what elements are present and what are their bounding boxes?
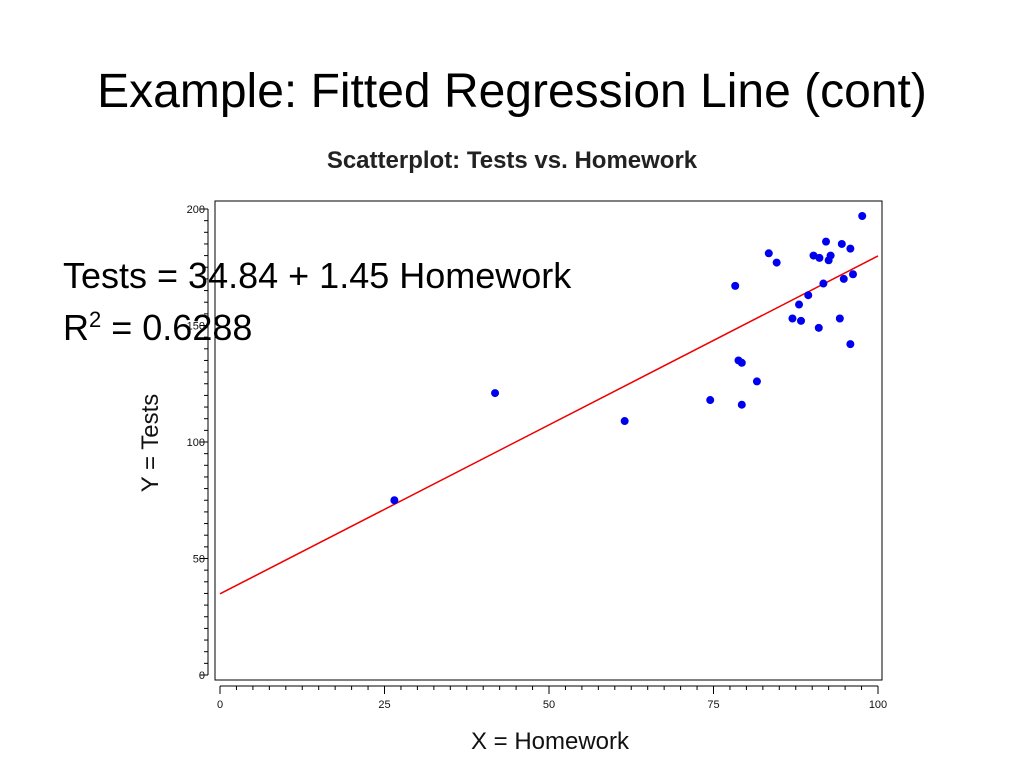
data-point: [737, 358, 746, 367]
data-point: [814, 323, 823, 332]
data-point: [822, 237, 831, 246]
chart-title: Scatterplot: Tests vs. Homework: [326, 147, 698, 174]
data-point: [846, 244, 855, 253]
r-superscript: 2: [89, 307, 102, 333]
x-axis-title: X = Homework: [470, 728, 630, 755]
x-tick-label: 0: [217, 699, 223, 711]
data-point: [764, 249, 773, 258]
y-tick-label: 100: [187, 437, 205, 449]
regression-equation: Tests = 34.84 + 1.45 Homework R2 = 0.628…: [63, 250, 571, 354]
data-point: [788, 314, 797, 323]
y-tick-label: 150: [187, 321, 205, 333]
data-point: [846, 340, 855, 349]
data-point: [835, 314, 844, 323]
r-squared-value: = 0.6288: [101, 307, 253, 349]
data-point: [819, 279, 828, 288]
y-axis-title: Y = Tests: [137, 393, 164, 493]
y-tick-label: 200: [187, 204, 205, 216]
data-point: [826, 251, 835, 260]
x-tick-label: 25: [378, 699, 390, 711]
data-point: [795, 300, 804, 309]
data-point: [848, 270, 857, 279]
y-tick-label: 50: [193, 554, 205, 566]
x-tick-label: 50: [543, 699, 555, 711]
r-label: R: [63, 307, 89, 349]
data-point: [706, 396, 715, 405]
data-point: [837, 239, 846, 248]
data-point: [815, 253, 824, 262]
data-point: [839, 274, 848, 283]
y-tick-label: 0: [199, 670, 205, 682]
slide-title: Example: Fitted Regression Line (cont): [97, 65, 927, 118]
equation-line: Tests = 34.84 + 1.45 Homework: [63, 255, 572, 296]
data-point: [752, 377, 761, 386]
data-point: [620, 417, 629, 426]
data-point: [737, 400, 746, 409]
fitted-regression-line: [219, 255, 879, 595]
data-point: [804, 291, 813, 300]
data-point: [797, 316, 806, 325]
r-squared-line: R2 = 0.6288: [63, 302, 571, 354]
data-point: [731, 281, 740, 290]
data-point: [772, 258, 781, 267]
x-tick-label: 100: [869, 699, 887, 711]
data-point: [390, 496, 399, 505]
data-point: [491, 389, 500, 398]
plot-frame: [214, 200, 883, 681]
data-point: [858, 211, 867, 220]
x-tick-label: 75: [707, 699, 719, 711]
